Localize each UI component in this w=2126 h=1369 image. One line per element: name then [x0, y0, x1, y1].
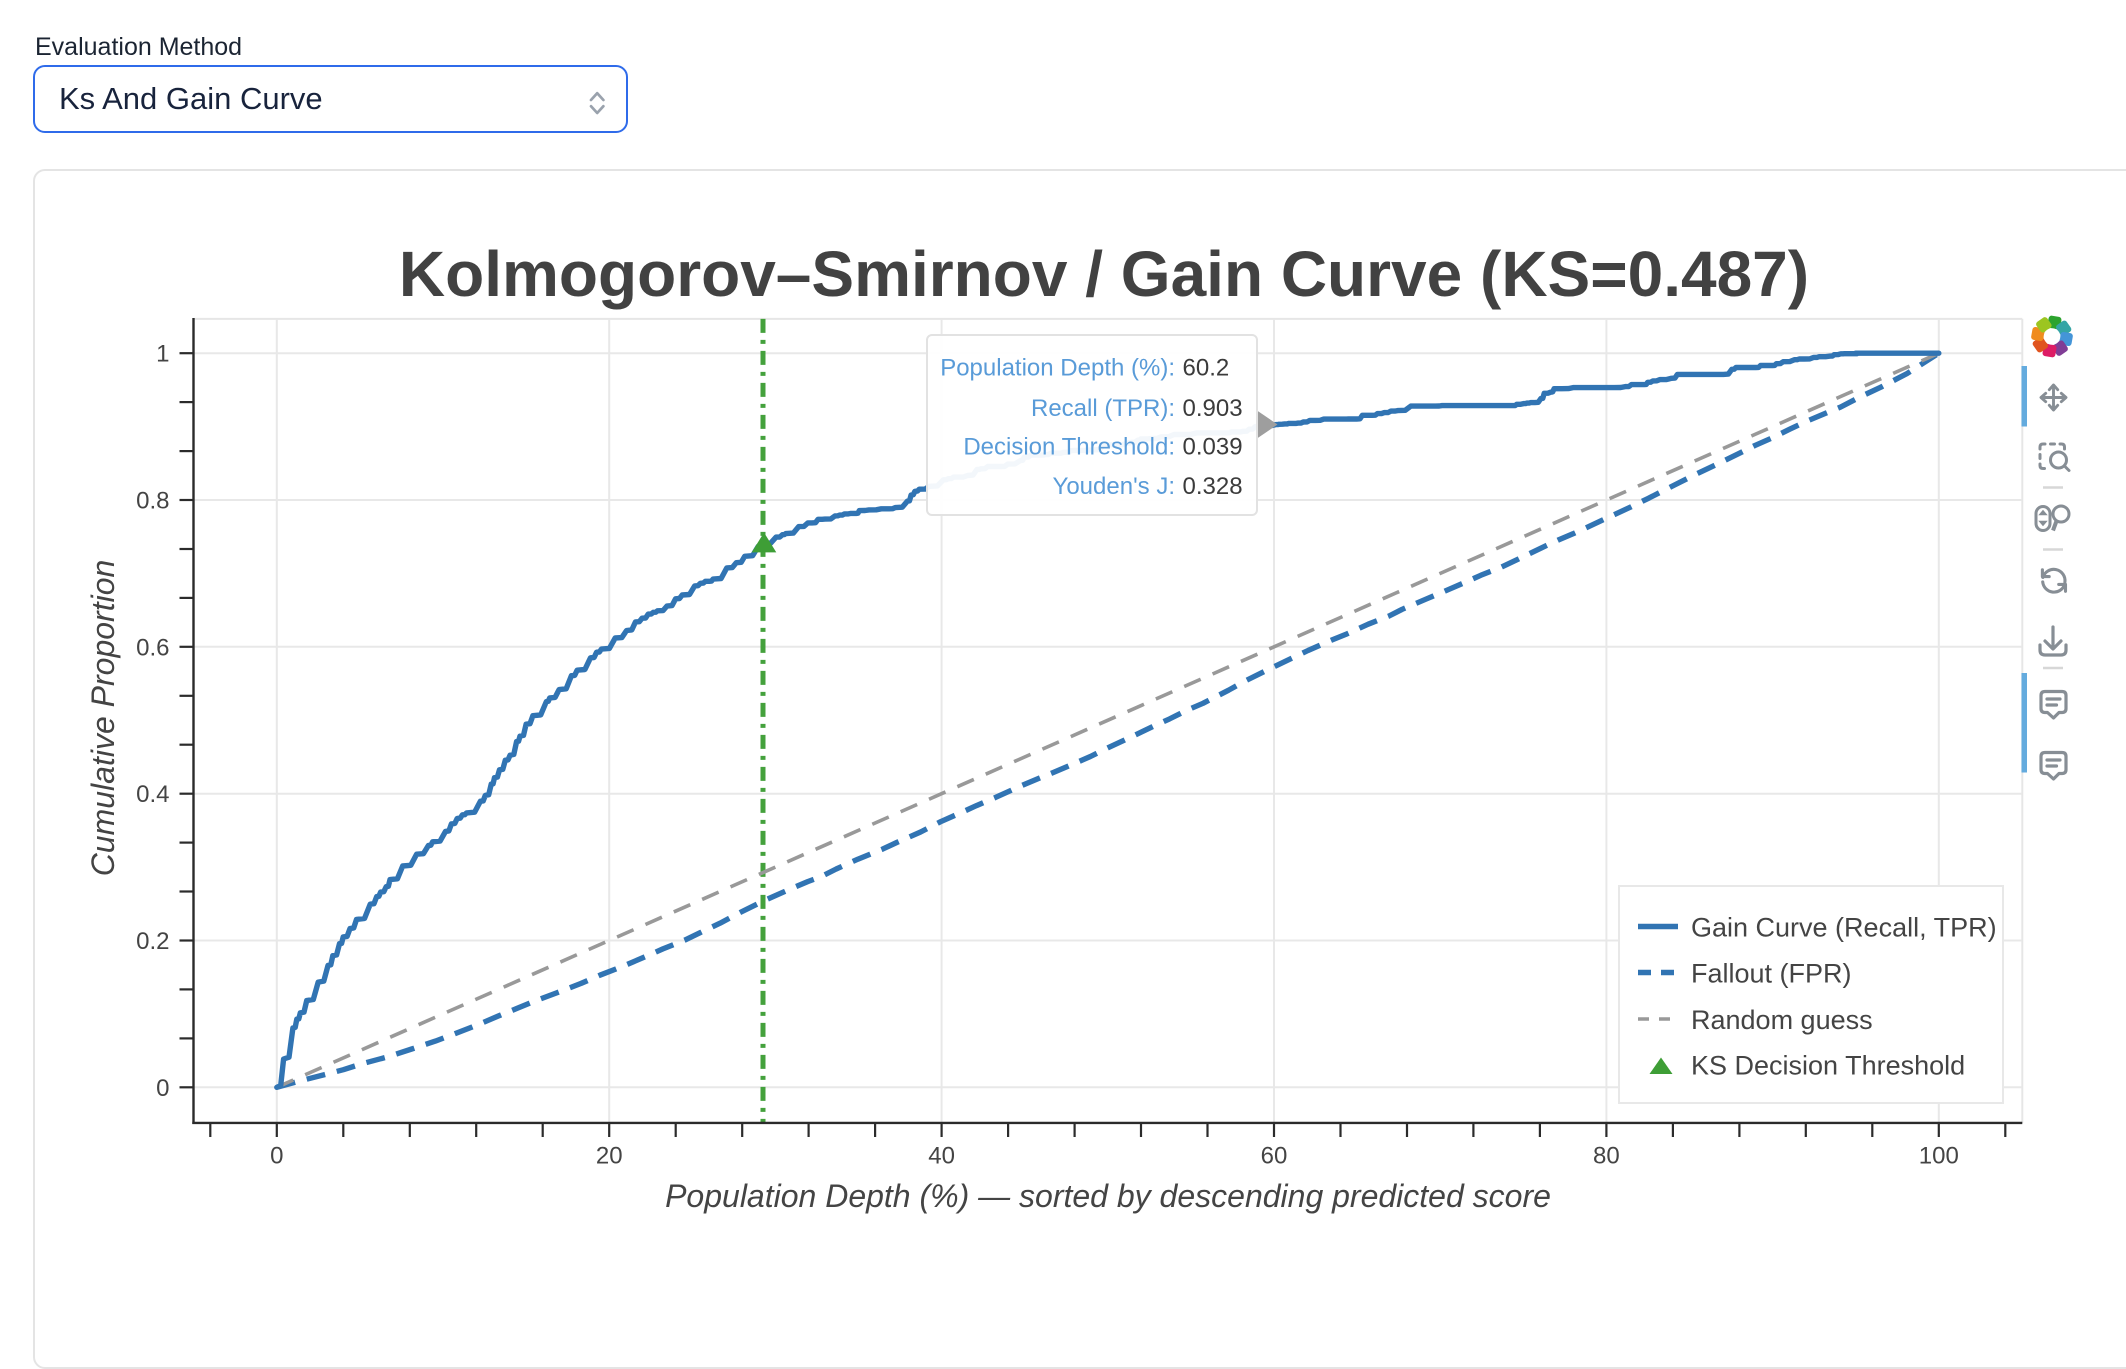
svg-text:Recall (TPR):: Recall (TPR):: [1031, 395, 1175, 422]
svg-text:60.2: 60.2: [1183, 355, 1230, 382]
svg-text:60: 60: [1261, 1143, 1288, 1170]
svg-text:Cumulative Proportion: Cumulative Proportion: [85, 560, 121, 877]
svg-text:0.2: 0.2: [136, 928, 169, 955]
svg-text:Random guess: Random guess: [1691, 1005, 1873, 1035]
svg-text:Population Depth (%) — sorted: Population Depth (%) — sorted by descend…: [665, 1178, 1551, 1214]
svg-text:0.6: 0.6: [136, 634, 169, 661]
svg-text:Gain Curve (Recall, TPR): Gain Curve (Recall, TPR): [1691, 913, 1997, 943]
svg-text:0.4: 0.4: [136, 781, 169, 808]
svg-text:100: 100: [1919, 1143, 1959, 1170]
svg-text:80: 80: [1593, 1143, 1620, 1170]
svg-text:Population Depth (%):: Population Depth (%):: [940, 355, 1175, 382]
svg-text:KS Decision Threshold: KS Decision Threshold: [1691, 1051, 1965, 1081]
svg-text:40: 40: [928, 1143, 955, 1170]
svg-text:Kolmogorov–Smirnov / Gain Curv: Kolmogorov–Smirnov / Gain Curve (KS=0.48…: [399, 238, 1809, 310]
svg-text:0.8: 0.8: [136, 488, 169, 515]
svg-text:Fallout (FPR): Fallout (FPR): [1691, 959, 1852, 989]
svg-text:Youden's J:: Youden's J:: [1053, 473, 1175, 500]
svg-text:0: 0: [156, 1075, 169, 1102]
svg-text:1: 1: [156, 341, 169, 368]
svg-text:0: 0: [270, 1143, 283, 1170]
svg-text:20: 20: [596, 1143, 623, 1170]
svg-text:0.039: 0.039: [1183, 434, 1243, 461]
svg-text:Decision Threshold:: Decision Threshold:: [963, 434, 1175, 461]
svg-text:0.328: 0.328: [1183, 473, 1243, 500]
svg-text:0.903: 0.903: [1183, 395, 1243, 422]
